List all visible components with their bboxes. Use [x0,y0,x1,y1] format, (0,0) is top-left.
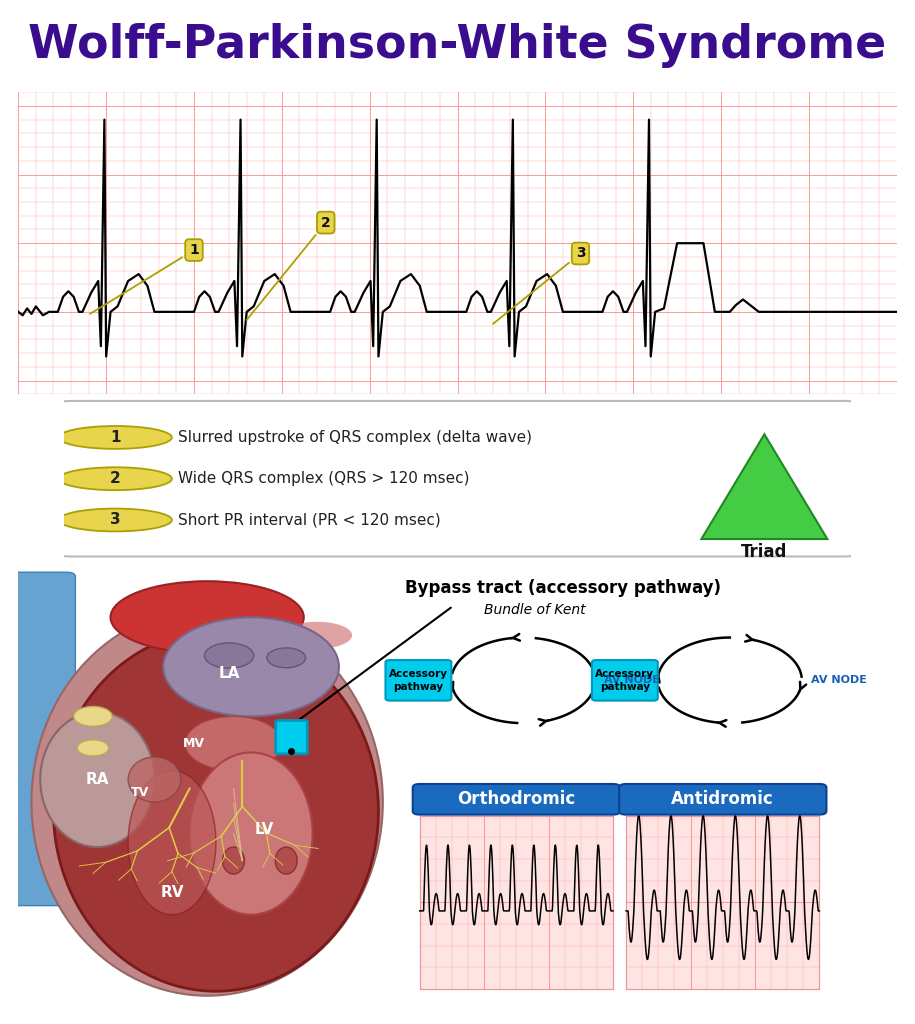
FancyBboxPatch shape [9,572,75,905]
Circle shape [205,643,253,669]
Ellipse shape [53,631,379,991]
Text: LA: LA [219,666,240,681]
Text: Accessory
pathway: Accessory pathway [389,669,448,691]
Ellipse shape [275,847,297,874]
Text: 1: 1 [110,430,121,445]
Text: Short PR interval (PR < 120 msec): Short PR interval (PR < 120 msec) [178,512,441,527]
Text: Wide QRS complex (QRS > 120 msec): Wide QRS complex (QRS > 120 msec) [178,471,469,486]
Text: AV NODE: AV NODE [811,676,867,685]
Text: Bundle of Kent: Bundle of Kent [484,602,586,616]
Text: Accessory
pathway: Accessory pathway [596,669,654,691]
Ellipse shape [128,757,181,802]
Circle shape [59,509,172,531]
Text: LV: LV [254,821,274,837]
Text: 3: 3 [493,247,586,324]
Text: Slurred upstroke of QRS complex (delta wave): Slurred upstroke of QRS complex (delta w… [178,430,533,445]
Circle shape [59,467,172,490]
Circle shape [267,648,306,668]
Text: AV NODE: AV NODE [604,676,660,685]
FancyBboxPatch shape [619,784,826,815]
FancyBboxPatch shape [413,784,620,815]
Circle shape [59,426,172,449]
Text: Triad: Triad [741,543,788,561]
Ellipse shape [111,582,304,653]
Circle shape [73,707,113,726]
FancyBboxPatch shape [592,660,658,700]
Text: Wolff-Parkinson-White Syndrome: Wolff-Parkinson-White Syndrome [28,23,887,68]
FancyBboxPatch shape [56,401,859,556]
Text: MV: MV [183,737,205,750]
Text: 3: 3 [110,512,121,527]
Bar [626,815,820,989]
Ellipse shape [222,847,244,874]
Ellipse shape [189,753,313,914]
Ellipse shape [40,712,155,847]
Text: Orthodromic: Orthodromic [458,791,576,808]
Text: 1: 1 [90,243,199,313]
Text: 2: 2 [247,216,330,319]
Text: RV: RV [160,885,184,900]
Ellipse shape [128,770,216,914]
FancyBboxPatch shape [14,561,901,1016]
Ellipse shape [31,608,382,995]
Text: Bypass tract (accessory pathway): Bypass tract (accessory pathway) [405,579,721,597]
Text: 2: 2 [110,471,121,486]
FancyBboxPatch shape [275,721,307,754]
Text: Antidromic: Antidromic [672,791,774,808]
Text: RA: RA [86,772,109,787]
Ellipse shape [163,617,339,717]
Circle shape [77,739,109,756]
Bar [420,815,613,989]
Text: TV: TV [131,786,148,800]
Ellipse shape [282,622,352,649]
FancyBboxPatch shape [385,660,451,700]
Ellipse shape [185,717,282,770]
Polygon shape [702,434,827,539]
